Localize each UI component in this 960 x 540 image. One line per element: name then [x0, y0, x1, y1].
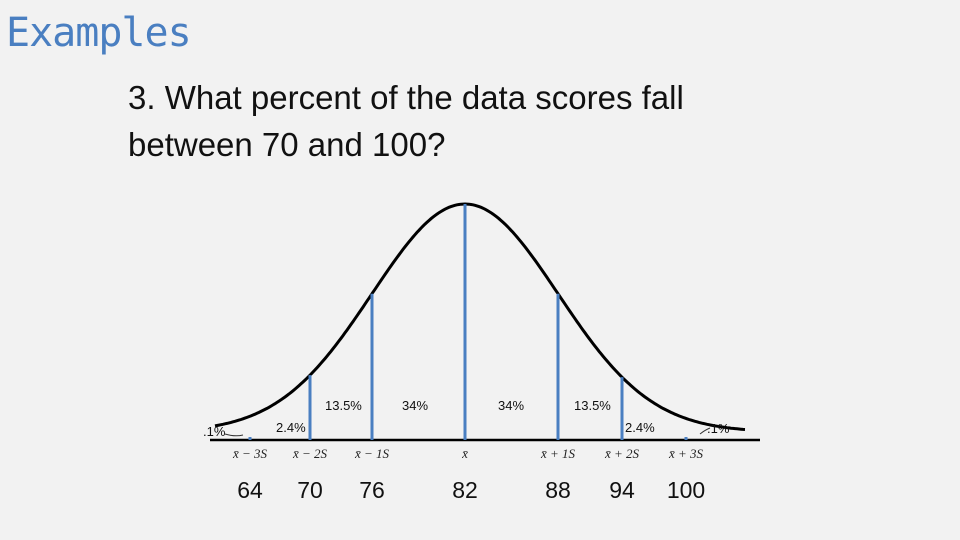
sd-symbol-label: x̄ + 3S: [668, 446, 704, 461]
score-label: 76: [359, 477, 385, 503]
score-label: 70: [297, 477, 323, 503]
question-text: 3. What percent of the data scores fall …: [128, 79, 684, 163]
pct-label-left-mean-1sd: 34%: [402, 398, 428, 413]
score-label: 100: [667, 477, 705, 503]
score-label: 88: [545, 477, 571, 503]
score-label: 82: [452, 477, 478, 503]
pct-label-right-mean-1sd: 34%: [498, 398, 524, 413]
sd-symbol-label: x̄ + 2S: [604, 446, 640, 461]
pct-label-far-left: .1%: [203, 424, 226, 439]
pct-label-right-1sd-2sd: 13.5%: [574, 398, 611, 413]
sd-markers: x̄ − 3S 64 x̄ − 2S 70 x̄ − 1S 76 x̄ 82 x̄ + 1S 88…: [232, 204, 705, 503]
pointer-left: [224, 433, 244, 437]
score-label: 64: [237, 477, 263, 503]
pct-label-far-right: .1%: [707, 421, 730, 436]
pct-label-left-1sd-2sd: 13.5%: [325, 398, 362, 413]
sd-symbol-label: x̄ − 3S: [232, 446, 268, 461]
sd-symbol-label: x̄: [461, 446, 468, 461]
sd-symbol-label: x̄ − 1S: [354, 446, 390, 461]
sd-symbol-label: x̄ − 2S: [292, 446, 328, 461]
slide-title: Examples: [6, 10, 192, 56]
sd-symbol-label: x̄ + 1S: [540, 446, 576, 461]
pct-label-left-2sd-3sd: 2.4%: [276, 420, 306, 435]
bell-curve: [214, 202, 746, 431]
pct-label-right-2sd-3sd: 2.4%: [625, 420, 655, 435]
pointer-right: [699, 427, 711, 435]
score-label: 94: [609, 477, 635, 503]
